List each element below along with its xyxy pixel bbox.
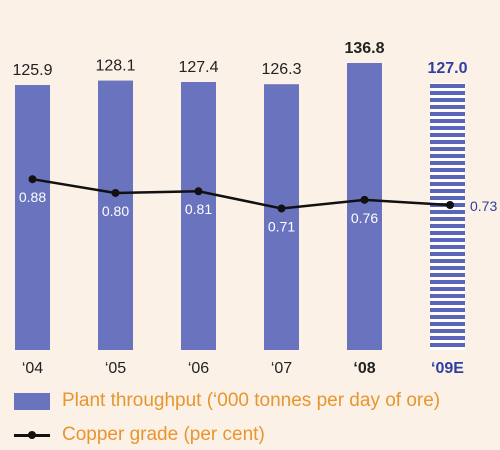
grade-label-1: 0.80 [102,203,129,219]
bar-3 [264,84,299,351]
grade-point-0 [28,175,37,184]
bar-4 [347,63,382,350]
grade-point-3 [277,204,286,213]
grade-label-5: 0.73 [470,198,497,214]
bar-value-label-4: 136.8 [344,40,384,57]
bar-value-label-3: 126.3 [261,61,301,78]
bar-value-label-0: 125.9 [12,62,52,79]
grade-label-2: 0.81 [185,201,212,217]
grade-label-4: 0.76 [351,210,378,226]
legend-copper-grade-label: Copper grade (per cent) [62,424,265,445]
legend-bar-swatch [14,392,50,410]
grade-point-1 [111,188,120,197]
grade-label-3: 0.71 [268,218,295,234]
category-label-4: ‘08 [353,360,375,377]
copper-grade-line [32,177,451,210]
bar-value-label-5: 127.0 [427,60,467,77]
legend-line-swatch [14,428,50,442]
category-label-2: ‘06 [188,360,209,377]
bar-value-label-1: 128.1 [95,58,135,75]
category-label-5: ‘09E [431,360,464,377]
bar-1 [98,80,133,350]
grade-point-2 [194,187,203,196]
bar-5 [430,82,465,351]
legend-item-throughput: Plant throughput (‘000 tonnes per day of… [14,390,440,412]
category-label-1: ‘05 [105,360,126,377]
legend-item-copper-grade: Copper grade (per cent) [14,424,265,446]
bar-0 [15,85,50,350]
grade-point-4 [360,195,369,204]
grade-point-5 [446,201,454,209]
legend-throughput-label: Plant throughput (‘000 tonnes per day of… [62,390,441,411]
bar-2 [181,81,216,350]
bar-value-label-2: 127.4 [178,59,218,76]
chart-svg: 125.9 ‘04 128.1 ‘05 127.4 ‘06 126.3 ‘07 136.8 ‘08… [12,40,497,377]
category-label-3: ‘07 [271,360,292,377]
category-label-0: ‘04 [22,360,43,377]
grade-label-0: 0.88 [19,189,46,205]
